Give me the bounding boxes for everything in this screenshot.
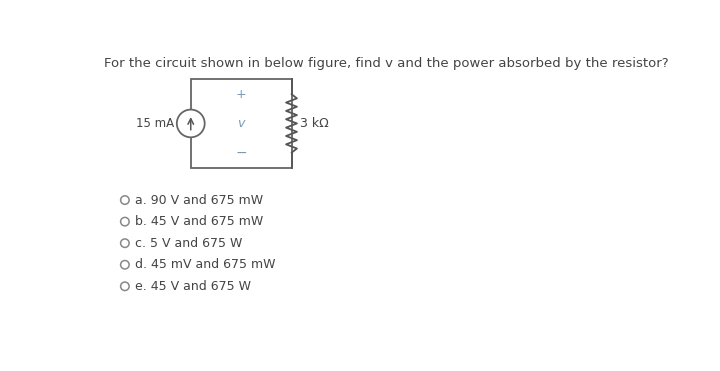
Text: For the circuit shown in below figure, find v and the power absorbed by the resi: For the circuit shown in below figure, f… <box>104 57 669 70</box>
Text: c. 5 V and 675 W: c. 5 V and 675 W <box>135 237 242 250</box>
Bar <box>191 79 292 168</box>
Text: e. 45 V and 675 W: e. 45 V and 675 W <box>135 280 251 293</box>
Text: b. 45 V and 675 mW: b. 45 V and 675 mW <box>135 215 263 228</box>
Text: −: − <box>235 146 247 160</box>
Text: d. 45 mV and 675 mW: d. 45 mV and 675 mW <box>135 258 275 271</box>
Circle shape <box>121 217 129 226</box>
Circle shape <box>121 196 129 204</box>
Text: 3 kΩ: 3 kΩ <box>300 117 329 130</box>
Circle shape <box>121 239 129 247</box>
Circle shape <box>121 282 129 290</box>
Text: a. 90 V and 675 mW: a. 90 V and 675 mW <box>135 194 263 207</box>
Circle shape <box>177 109 204 137</box>
Text: +: + <box>236 88 246 101</box>
Circle shape <box>121 260 129 269</box>
Text: 15 mA: 15 mA <box>135 117 174 130</box>
Text: v: v <box>238 117 245 130</box>
